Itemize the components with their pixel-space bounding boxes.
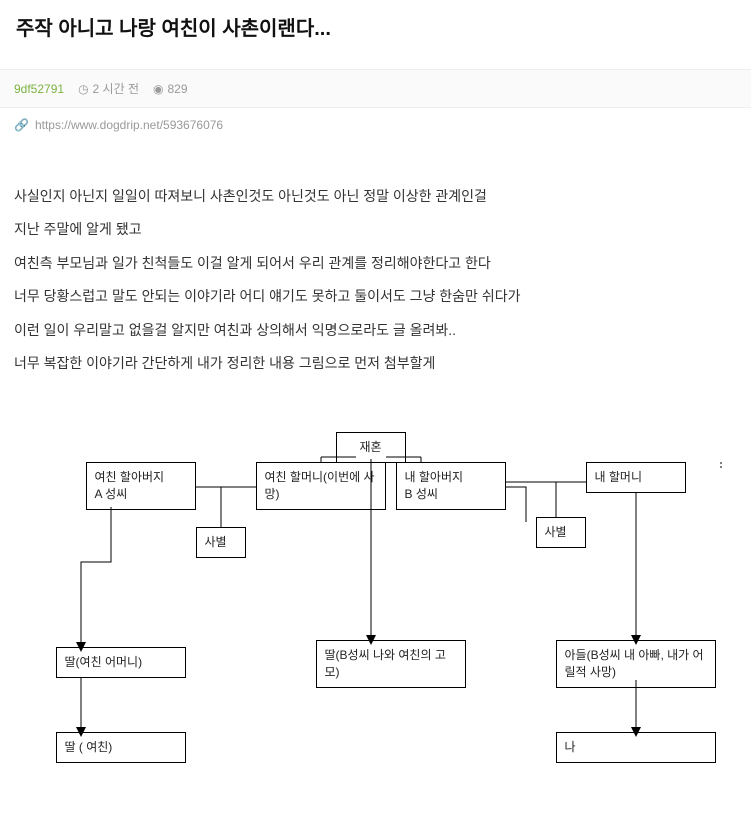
body-line: 사실인지 아닌지 일일이 따져보니 사촌인것도 아닌것도 아닌 정말 이상한 관… <box>14 182 737 211</box>
url-row: 🔗 https://www.dogdrip.net/593676076 <box>0 108 751 142</box>
node-me: 나 <box>556 732 716 763</box>
post-body: 사실인지 아닌지 일일이 따져보니 사촌인것도 아닌것도 아닌 정말 이상한 관… <box>0 142 751 402</box>
meta-bar: 9df52791 ◷ 2 시간 전 ◉ 829 <box>0 69 751 108</box>
node-my-grandma: 내 할머니 <box>586 462 686 493</box>
node-daughter-gf: 딸 ( 여친) <box>56 732 186 763</box>
eye-icon: ◉ <box>153 82 163 96</box>
author-name[interactable]: 9df52791 <box>14 82 64 96</box>
node-daughter-aunt: 딸(B성씨 나와 여친의 고모) <box>316 640 466 688</box>
node-bereaved-1: 사별 <box>196 527 246 558</box>
post-url[interactable]: https://www.dogdrip.net/593676076 <box>35 118 223 132</box>
views-text: 829 <box>168 82 188 96</box>
clock-icon: ◷ <box>78 82 88 96</box>
node-my-grandpa: 내 할아버지 B 성씨 <box>396 462 506 510</box>
time-text: 2 시간 전 <box>93 80 139 97</box>
node-son: 아들(B성씨 내 아빠, 내가 어릴적 사망) <box>556 640 716 688</box>
node-remarriage: 재혼 <box>336 432 406 463</box>
node-gf-grandpa: 여친 할아버지 A 성씨 <box>86 462 196 510</box>
node-gf-grandma: 여친 할머니(이번에 사망) <box>256 462 386 510</box>
body-line: 이런 일이 우리말고 없을걸 알지만 여친과 상의해서 익명으로라도 글 올려봐… <box>14 316 737 345</box>
body-line: 너무 복잡한 이야기라 간단하게 내가 정리한 내용 그림으로 먼저 첨부할게 <box>14 349 737 378</box>
body-line: 너무 당황스럽고 말도 안되는 이야기라 어디 얘기도 못하고 둘이서도 그냥 … <box>14 282 737 311</box>
post-time: ◷ 2 시간 전 <box>78 80 139 97</box>
node-daughter-mom: 딸(여친 어머니) <box>56 647 186 678</box>
node-bereaved-2: 사별 <box>536 517 586 548</box>
link-icon: 🔗 <box>14 118 29 132</box>
post-views: ◉ 829 <box>153 82 188 96</box>
family-diagram: 재혼 여친 할아버지 A 성씨 여친 할머니(이번에 사망) 내 할아버지 B … <box>16 432 736 802</box>
body-line: 여친측 부모님과 일가 친척들도 이걸 알게 되어서 우리 관계를 정리해야한다… <box>14 249 737 278</box>
body-line: 지난 주말에 알게 됐고 <box>14 215 737 244</box>
post-title: 주작 아니고 나랑 여친이 사촌이랜다... <box>16 12 735 41</box>
